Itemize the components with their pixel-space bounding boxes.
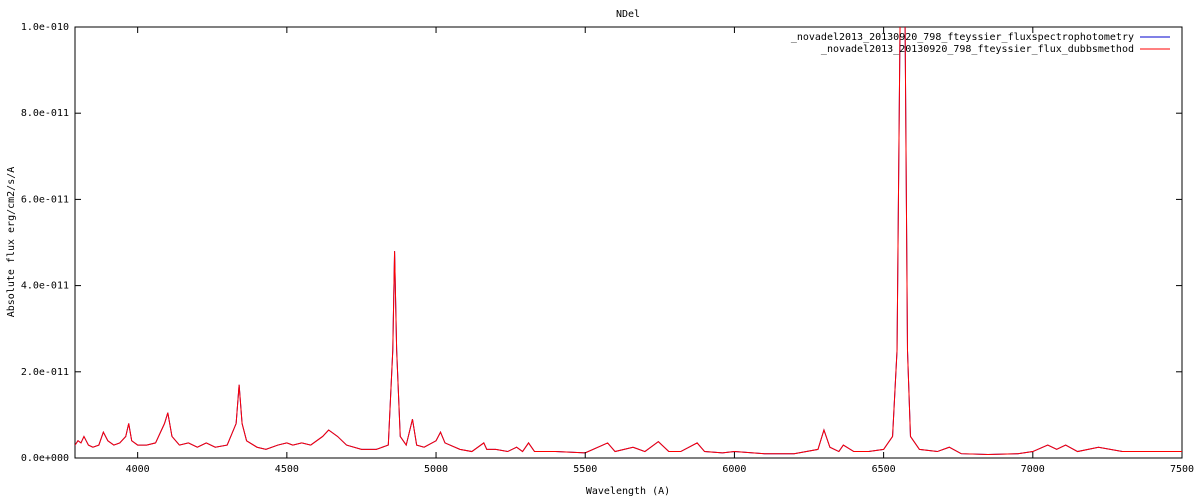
plot-frame [74,26,1183,459]
x-tick-label: 4500 [275,464,299,475]
x-tick-label: 7500 [1170,464,1194,475]
y-tick-label: 4.0e-011 [21,281,69,292]
y-tick-label: 1.0e-010 [21,22,69,33]
y-tick-label: 8.0e-011 [21,108,69,119]
x-tick-label: 5000 [424,464,448,475]
plot-area [75,27,1182,456]
x-axis-label: Wavelength (A) [586,486,670,497]
legend-label: _novadel2013_20130920_798_fteyssier_flux… [791,32,1134,43]
series-line [75,27,1182,456]
x-tick-label: 6000 [722,464,746,475]
y-tick-label: 0.0e+000 [21,453,69,464]
x-tick-label: 4000 [126,464,150,475]
series-line [75,27,1182,456]
y-tick-label: 6.0e-011 [21,194,69,205]
x-tick-label: 7000 [1021,464,1045,475]
x-tick-label: 6500 [872,464,896,475]
chart-title: NDel [616,9,640,20]
x-tick-label: 5500 [573,464,597,475]
y-axis-label: Absolute flux erg/cm2/s/A [6,167,17,318]
y-tick-label: 2.0e-011 [21,367,69,378]
legend-label: _novadel2013_20130920_798_fteyssier_flux… [821,44,1134,55]
